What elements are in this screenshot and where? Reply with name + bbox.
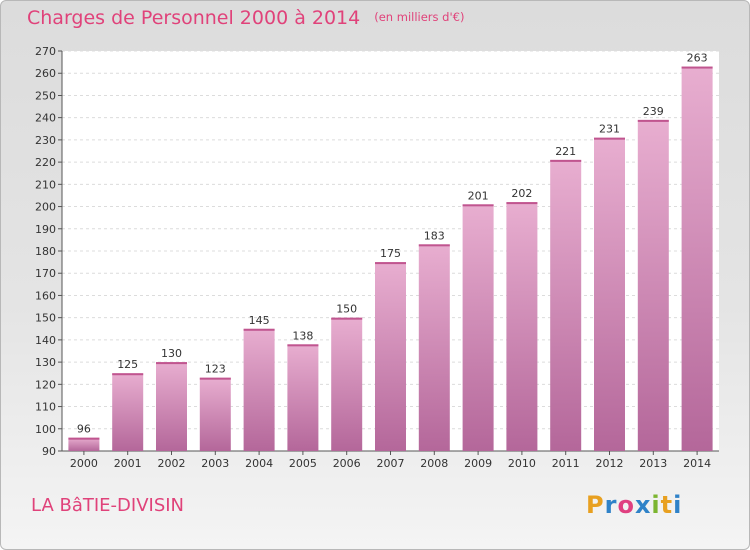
- data-label: 175: [380, 247, 401, 260]
- y-tick-label: 180: [35, 245, 56, 258]
- bar-top-edge: [594, 137, 625, 140]
- x-tick-label: 2004: [245, 457, 273, 470]
- logo-letter: P: [586, 491, 605, 519]
- y-tick-label: 120: [35, 378, 56, 391]
- bar-top-edge: [637, 119, 669, 122]
- x-tick-label: 2013: [639, 457, 667, 470]
- y-tick-label: 100: [35, 423, 56, 436]
- bar: [550, 159, 582, 451]
- logo-letter: x: [634, 491, 652, 519]
- x-tick-label: 2006: [333, 457, 361, 470]
- bar-top-edge: [462, 204, 494, 207]
- y-tick-label: 130: [35, 356, 56, 369]
- y-tick-label: 140: [35, 334, 56, 347]
- bar-top-edge: [418, 244, 450, 247]
- logo-letter: t: [660, 491, 674, 519]
- bar: [418, 244, 450, 451]
- bar: [681, 66, 713, 452]
- y-tick-label: 270: [35, 45, 56, 58]
- x-tick-label: 2010: [508, 457, 536, 470]
- bar-top-edge: [506, 202, 538, 205]
- y-tick-label: 90: [42, 445, 56, 458]
- bar-top-edge: [681, 66, 713, 69]
- bar-top-edge: [112, 373, 144, 376]
- x-tick-label: 2008: [420, 457, 448, 470]
- proxiti-logo: Proxiti: [586, 491, 682, 519]
- x-tick-label: 2009: [464, 457, 492, 470]
- x-tick-label: 2012: [596, 457, 624, 470]
- bar: [462, 204, 494, 451]
- x-tick-label: 2011: [552, 457, 580, 470]
- data-label: 145: [249, 314, 270, 327]
- logo-letter: i: [651, 491, 661, 519]
- y-tick-label: 190: [35, 223, 56, 236]
- bar: [68, 437, 100, 451]
- data-label: 125: [117, 358, 138, 371]
- x-tick-label: 2003: [201, 457, 229, 470]
- bar-top-edge: [243, 328, 275, 331]
- x-tick-label: 2002: [158, 457, 186, 470]
- y-tick-label: 170: [35, 267, 56, 280]
- bar: [506, 202, 538, 451]
- bar-top-edge: [375, 262, 406, 265]
- x-tick-label: 2014: [683, 457, 711, 470]
- x-tick-label: 2005: [289, 457, 317, 470]
- chart-title-text: Charges de Personnel 2000 à 2014: [27, 7, 361, 29]
- y-tick-label: 210: [35, 178, 56, 191]
- data-label: 138: [292, 329, 313, 342]
- y-tick-label: 110: [35, 401, 56, 414]
- y-tick-label: 230: [35, 134, 56, 147]
- y-tick-label: 160: [35, 289, 56, 302]
- data-label: 201: [468, 189, 489, 202]
- bar-top-edge: [331, 317, 363, 320]
- x-tick-label: 2000: [70, 457, 98, 470]
- bar-top-edge: [287, 344, 319, 347]
- y-tick-label: 250: [35, 89, 56, 102]
- y-tick-label: 220: [35, 156, 56, 169]
- logo-letter: r: [604, 491, 618, 519]
- bar: [594, 137, 625, 451]
- y-tick-label: 260: [35, 67, 56, 80]
- bar-top-edge: [199, 377, 231, 380]
- data-label: 96: [77, 423, 91, 436]
- y-tick-label: 150: [35, 312, 56, 325]
- logo-letter: o: [617, 491, 635, 519]
- bar: [199, 377, 231, 451]
- data-label: 221: [555, 145, 576, 158]
- y-tick-label: 240: [35, 112, 56, 125]
- bar: [375, 262, 406, 451]
- x-tick-label: 2001: [114, 457, 142, 470]
- data-label: 202: [511, 187, 532, 200]
- bar: [156, 362, 187, 451]
- bar-top-edge: [68, 437, 100, 440]
- bar-top-edge: [156, 362, 187, 365]
- logo-letter: i: [673, 491, 683, 519]
- data-label: 150: [336, 303, 357, 316]
- y-tick-label: 200: [35, 201, 56, 214]
- bar: [112, 373, 144, 451]
- data-label: 239: [643, 105, 664, 118]
- x-tick-label: 2007: [377, 457, 405, 470]
- bar: [637, 119, 669, 451]
- data-label: 130: [161, 347, 182, 360]
- data-label: 123: [205, 363, 226, 376]
- chart-title: Charges de Personnel 2000 à 2014 (en mill…: [27, 7, 464, 29]
- data-label: 231: [599, 123, 620, 136]
- bar-top-edge: [550, 159, 582, 162]
- bar: [243, 328, 275, 451]
- bar: [331, 317, 363, 451]
- bar: [287, 344, 319, 451]
- place-name: LA BâTIE-DIVISIN: [31, 495, 185, 516]
- chart-subtitle: (en milliers d'€): [374, 10, 465, 24]
- data-label: 263: [687, 52, 708, 65]
- data-label: 183: [424, 229, 445, 242]
